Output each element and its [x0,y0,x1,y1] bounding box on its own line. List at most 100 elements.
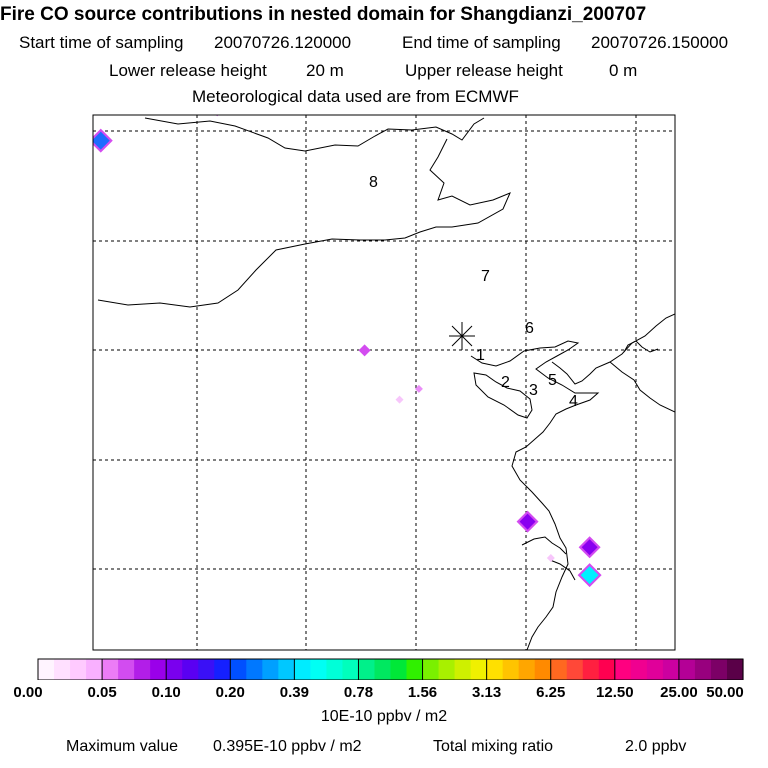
lower-release-value: 20 m [306,61,344,80]
colorbar-segment [214,659,231,680]
colorbar-segment [294,659,311,680]
colorbar-tick-label: 12.50 [596,684,634,701]
colorbar-tick-label: 1.56 [407,684,438,701]
colorbar-segment [486,659,504,680]
colorbar-segment [678,659,696,680]
colorbar-segment [454,659,472,680]
hotspot-halo [215,115,219,117]
colorbar-segment [566,659,584,680]
total-mixing-value: 2.0 ppbv [625,738,687,755]
total-mixing-label: Total mixing ratio [433,738,554,755]
coastline [470,340,600,650]
map-border [92,114,676,651]
colorbar-segment [358,659,376,680]
hotspot-cell [358,344,371,357]
upper-release-label: Upper release height [405,61,563,80]
colorbar-segment [246,659,263,680]
region-label: 4 [569,393,578,410]
colorbar-segment [54,659,71,680]
colorbar-tick-label: 25.00 [660,684,698,701]
colorbar-border [37,658,744,680]
colorbar-segment [390,659,408,680]
receptor-marker-icon [449,322,475,350]
colorbar-segment [278,659,295,680]
border-line [97,138,511,308]
lower-release-label: Lower release height [109,61,267,80]
colorbar-segment [326,659,344,680]
colorbar-segment [342,659,360,680]
hotspot-cell [581,539,598,556]
region-labels: 1 2 3 4 5 6 7 8 [369,174,578,410]
coastline [609,361,675,413]
region-label: 5 [548,372,557,389]
region-label: 6 [525,320,534,337]
colorbar-tick-label: 0.39 [279,684,309,701]
colorbar-segment [134,659,151,680]
chart-title: Fire CO source contributions in nested d… [0,4,647,25]
start-time-value: 20070726.120000 [214,33,352,52]
end-time-value: 20070726.150000 [591,33,729,52]
colorbar-segment [310,659,328,680]
colorbar-segment [614,659,632,680]
colorbar-segment [118,659,135,680]
max-value-label: Maximum value [66,738,179,755]
colorbar-segment [694,659,712,680]
start-time-label: Start time of sampling [19,33,184,52]
hotspot-cell [208,95,226,113]
colorbar-segment [662,659,680,680]
coastline-borders [97,117,675,650]
colorbar-tick-label: 0.05 [87,684,117,701]
colorbar-tick-label: 50.00 [706,684,744,701]
upper-release-value: 0 m [609,61,638,80]
colorbar-tick-label: 6.25 [536,684,566,701]
region-label: 3 [529,382,538,399]
hotspot-cell [395,395,404,404]
colorbar-segment [198,659,215,680]
met-data-note: Meteorological data used are from ECMWF [192,87,519,106]
colorbar-segment [518,659,536,680]
colorbar-segment [630,659,648,680]
colorbar-tick-label: 0.10 [151,684,181,701]
colorbar-segment [86,659,103,680]
region-label: 7 [481,268,490,285]
coastline [521,536,567,555]
colorbar-segment [646,659,664,680]
colorbar-segment [230,659,247,680]
hotspot-cell [519,513,536,530]
colorbar-segment [262,659,279,680]
colorbar-segment [102,659,119,680]
colorbar-tick-label: 3.13 [472,684,502,701]
colorbar-segment [710,659,728,680]
hotspot-cell [414,384,423,393]
colorbar-segment [182,659,199,680]
map-chart: 1 2 3 4 5 6 7 8 [37,95,744,680]
coastline [549,559,576,581]
coastline [551,313,675,385]
colorbar-segment [470,659,488,680]
region-label: 8 [369,174,378,191]
colorbar-segment [726,659,744,680]
colorbar-segment [166,659,183,680]
region-label: 2 [501,374,510,391]
colorbar-segment [550,659,568,680]
colorbar-segment [406,659,424,680]
region-label: 1 [476,347,485,364]
colorbar-segment [502,659,520,680]
concentration-hotspots [93,95,602,588]
colorbar-tick-label: 0.00 [13,684,43,701]
colorbar-unit: 10E-10 ppbv / m2 [320,708,448,725]
colorbar-segment [150,659,167,680]
max-value: 0.395E-10 ppbv / m2 [213,738,362,755]
colorbar-segment [374,659,392,680]
coastline [473,372,533,419]
colorbar-segment [70,659,87,680]
colorbar-segment [582,659,600,680]
end-time-label: End time of sampling [402,33,561,52]
colorbar-segment [38,659,55,680]
hotspot-cell [93,131,110,150]
coastline [623,340,659,353]
border-line [144,117,485,152]
colorbar-segment [598,659,616,680]
colorbar-tick-label: 0.78 [343,684,374,701]
colorbar-segment [422,659,440,680]
